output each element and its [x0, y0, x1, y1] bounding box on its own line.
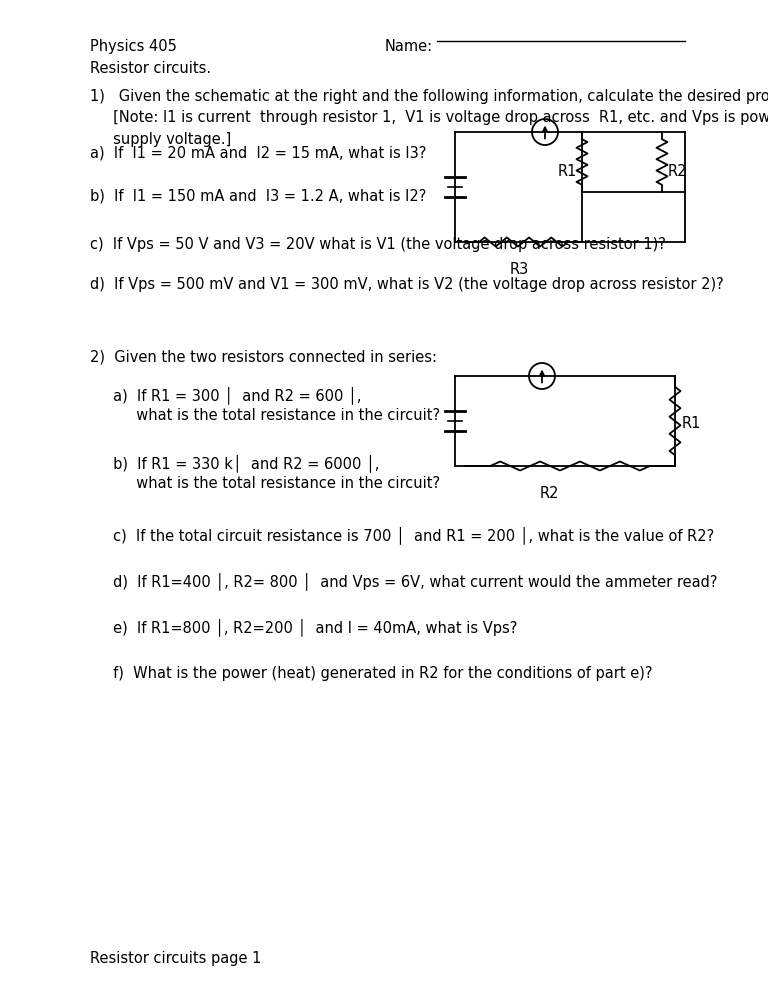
Text: c)  If the total circuit resistance is 700 │  and R1 = 200 │, what is the value : c) If the total circuit resistance is 70…: [90, 526, 714, 544]
Text: supply voltage.]: supply voltage.]: [90, 132, 231, 147]
Text: R2: R2: [668, 164, 687, 179]
Text: b)  If  I1 = 150 mA and  I3 = 1.2 A, what is I2?: b) If I1 = 150 mA and I3 = 1.2 A, what i…: [90, 189, 426, 204]
Text: a)  If R1 = 300 │  and R2 = 600 │,: a) If R1 = 300 │ and R2 = 600 │,: [90, 386, 362, 404]
Text: what is the total resistance in the circuit?: what is the total resistance in the circ…: [90, 476, 440, 491]
Text: f)  What is the power (heat) generated in R2 for the conditions of part e)?: f) What is the power (heat) generated in…: [90, 666, 653, 681]
Text: R3: R3: [510, 262, 529, 277]
Text: 1)   Given the schematic at the right and the following information, calculate t: 1) Given the schematic at the right and …: [90, 89, 768, 104]
Text: b)  If R1 = 330 k│  and R2 = 6000 │,: b) If R1 = 330 k│ and R2 = 6000 │,: [90, 454, 379, 472]
Text: d)  If R1=400 │, R2= 800 │  and Vps = 6V, what current would the ammeter read?: d) If R1=400 │, R2= 800 │ and Vps = 6V, …: [90, 572, 717, 589]
Text: R2: R2: [540, 486, 560, 501]
Text: Resistor circuits.: Resistor circuits.: [90, 61, 211, 76]
Text: a)  If  I1 = 20 mA and  I2 = 15 mA, what is I3?: a) If I1 = 20 mA and I2 = 15 mA, what is…: [90, 146, 426, 161]
Text: Physics 405: Physics 405: [90, 39, 177, 54]
Text: Resistor circuits page 1: Resistor circuits page 1: [90, 951, 261, 966]
Text: Name:: Name:: [385, 39, 433, 54]
Text: 2)  Given the two resistors connected in series:: 2) Given the two resistors connected in …: [90, 349, 437, 364]
Text: d)  If Vps = 500 mV and V1 = 300 mV, what is V2 (the voltage drop across resisto: d) If Vps = 500 mV and V1 = 300 mV, what…: [90, 277, 723, 292]
Text: R1: R1: [682, 416, 701, 431]
Text: [Note: I1 is current  through resistor 1,  V1 is voltage drop across  R1, etc. a: [Note: I1 is current through resistor 1,…: [90, 110, 768, 125]
Text: e)  If R1=800 │, R2=200 │  and I = 40mA, what is Vps?: e) If R1=800 │, R2=200 │ and I = 40mA, w…: [90, 618, 518, 636]
Text: what is the total resistance in the circuit?: what is the total resistance in the circ…: [90, 408, 440, 423]
Text: R1: R1: [558, 164, 578, 179]
Text: c)  If Vps = 50 V and V3 = 20V what is V1 (the voltage drop across resistor 1)?: c) If Vps = 50 V and V3 = 20V what is V1…: [90, 237, 666, 252]
